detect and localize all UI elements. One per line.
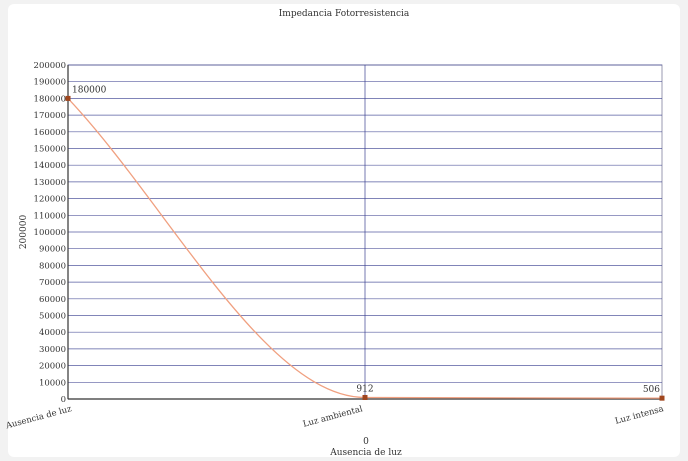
series-line xyxy=(67,97,663,399)
data-labels: 180000 912 506 xyxy=(72,85,660,395)
y-tick-label: 190000 xyxy=(34,78,66,88)
x-tick-label: Ausencia de luz xyxy=(4,404,73,432)
data-point xyxy=(65,95,71,101)
y-tick-label: 200000 xyxy=(34,61,66,71)
y-tick-label: 70000 xyxy=(39,278,66,288)
y-tick-label: 180000 xyxy=(34,94,66,104)
y-tick-label: 170000 xyxy=(34,111,66,121)
data-label: 180000 xyxy=(72,85,107,95)
data-point xyxy=(362,394,368,400)
y-tick-label: 160000 xyxy=(34,128,66,138)
data-label: 912 xyxy=(356,384,373,394)
y-tick-label: 120000 xyxy=(34,195,66,205)
data-point xyxy=(659,395,665,401)
y-tick-labels: 0 10000 20000 30000 40000 50000 60000 70000 8000… xyxy=(34,61,66,405)
y-tick-label: 60000 xyxy=(39,295,66,305)
y-tick-label: 20000 xyxy=(39,362,66,372)
y-tick-label: 50000 xyxy=(39,312,66,322)
data-label: 506 xyxy=(643,385,660,395)
y-tick-label: 40000 xyxy=(39,328,66,338)
x-tick-label: Luz ambiental xyxy=(302,404,364,430)
y-tick-label: 130000 xyxy=(34,178,66,188)
y-tick-label: 10000 xyxy=(39,378,66,388)
chart-title: Impedancia Fotorresistencia xyxy=(279,9,410,19)
x-tick-labels: Ausencia de luz Luz ambiental Luz intensa xyxy=(4,404,665,432)
grid xyxy=(67,64,663,400)
data-points xyxy=(65,95,665,401)
x-tick-label: Luz intensa xyxy=(614,404,665,427)
x-axis-label: Ausencia de luz xyxy=(329,448,402,458)
y-tick-label: 0 xyxy=(61,395,66,405)
chart-card xyxy=(8,4,680,457)
y-tick-label: 110000 xyxy=(34,211,66,221)
y-tick-label: 140000 xyxy=(34,161,66,171)
y-tick-label: 80000 xyxy=(39,261,66,271)
y-tick-label: 100000 xyxy=(34,228,66,238)
y-tick-label: 30000 xyxy=(39,345,66,355)
y-tick-label: 90000 xyxy=(39,245,66,255)
x-axis-value-label: 0 xyxy=(363,437,369,447)
y-tick-label: 150000 xyxy=(34,145,66,155)
y-axis-label: 200000 xyxy=(19,215,29,250)
